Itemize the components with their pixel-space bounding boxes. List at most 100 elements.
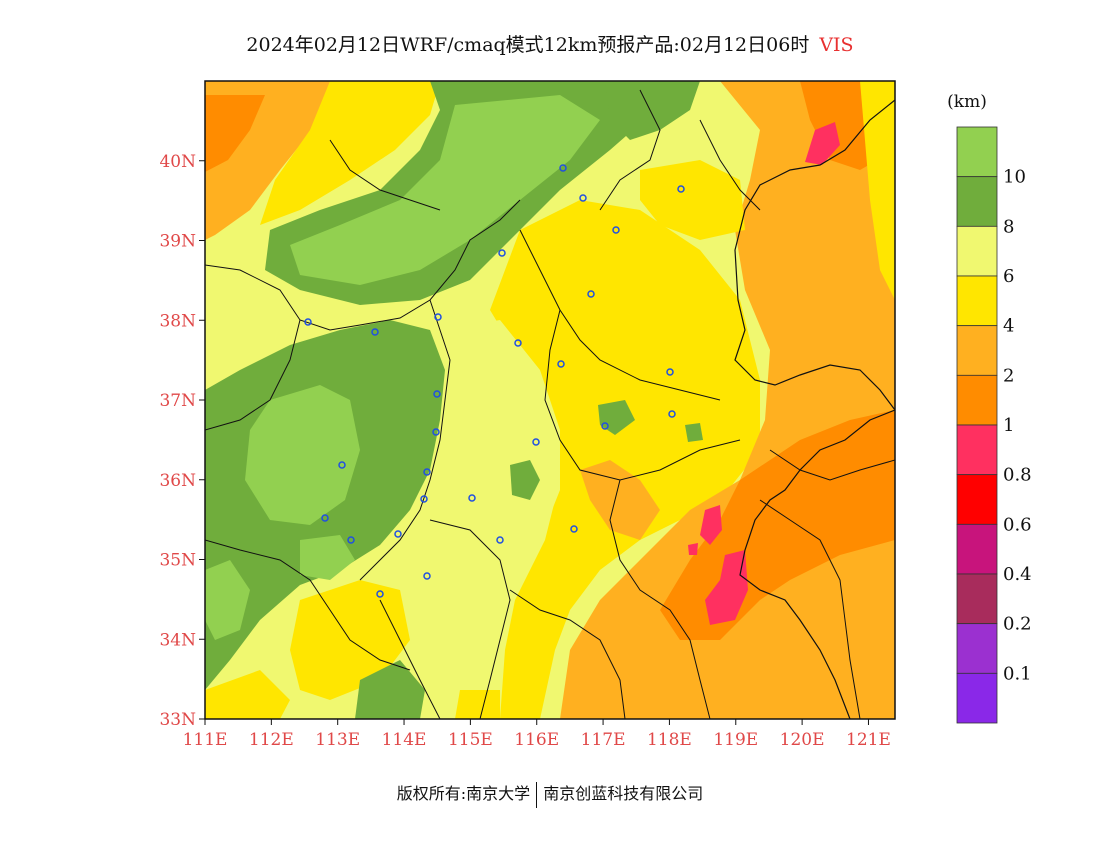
city-marker xyxy=(677,185,685,193)
copyright-owner: 版权所有:南京大学 xyxy=(396,784,531,803)
lon-tick-label: 118E xyxy=(647,730,692,750)
coastline-north xyxy=(734,99,895,411)
lat-tick-label: 37N xyxy=(159,391,196,411)
lon-tick-label: 111E xyxy=(183,730,228,750)
colorbar-segment xyxy=(956,325,998,376)
colorbar-label: 0.6 xyxy=(1003,514,1032,535)
lon-tick-label: 115E xyxy=(448,730,493,750)
longitude-axis: 111E 112E 113E 114E 115E 116E 117E 118E 119E 120E… xyxy=(183,719,891,750)
lat-tick-label: 35N xyxy=(159,551,196,571)
latitude-axis: 40N 39N 38N 37N 36N 35N 34N 33N xyxy=(159,152,205,730)
boundary-9 xyxy=(429,519,511,719)
boundary-12 xyxy=(699,119,761,211)
field-south-yellow-2 xyxy=(205,670,290,719)
lat-tick-label: 36N xyxy=(159,471,196,491)
city-marker xyxy=(394,530,402,538)
field-west-green-light-1 xyxy=(245,385,360,525)
city-marker xyxy=(498,249,506,257)
city-marker xyxy=(371,328,379,336)
colorbar-label: 0.2 xyxy=(1003,614,1032,635)
city-marker xyxy=(347,536,355,544)
lon-tick-label: 114E xyxy=(382,730,427,750)
city-marker xyxy=(468,494,476,502)
lat-tick-label: 33N xyxy=(159,710,196,730)
field-north-green-light xyxy=(290,95,600,285)
colorbar-label: 2 xyxy=(1003,365,1014,386)
colorbar-segment xyxy=(956,474,998,525)
colorbar-label: 0.8 xyxy=(1003,465,1032,486)
field-green-patch-3 xyxy=(685,423,703,442)
field-west-green-light-2 xyxy=(300,535,355,580)
lon-tick-label: 116E xyxy=(514,730,559,750)
field-ne-yellow xyxy=(640,160,745,240)
city-marker xyxy=(376,590,384,598)
city-marker xyxy=(557,360,565,368)
city-marker xyxy=(668,410,676,418)
boundary-2 xyxy=(359,299,451,581)
lon-tick-label: 112E xyxy=(249,730,294,750)
field-nw-low xyxy=(205,95,265,172)
city-marker xyxy=(321,514,329,522)
city-marker xyxy=(434,313,442,321)
map-title: 2024年02月12日WRF/cmaq模式12km预报产品:02月12日06时 V… xyxy=(0,30,1100,57)
city-marker xyxy=(587,290,595,298)
boundary-8 xyxy=(509,589,626,719)
city-marker xyxy=(433,390,441,398)
colorbar-label: 10 xyxy=(1003,167,1026,188)
boundary-10 xyxy=(379,599,441,719)
copyright-footer: 版权所有:南京大学 南京创蓝科技有限公司 xyxy=(0,780,1100,808)
boundary-11 xyxy=(599,89,661,211)
colorbar-segment xyxy=(956,225,998,277)
city-marker xyxy=(432,428,440,436)
variable-label: VIS xyxy=(819,34,854,56)
lat-tick-label: 34N xyxy=(159,630,196,650)
boundary-15 xyxy=(759,499,861,719)
colorbar-segment xyxy=(956,374,998,426)
field-north-green-cap xyxy=(605,81,700,140)
city-marker xyxy=(532,438,540,446)
field-bohai-fog xyxy=(805,122,840,165)
city-marker xyxy=(570,525,578,533)
coastline xyxy=(734,99,895,719)
field-green-patch-1 xyxy=(510,460,540,500)
copyright-company: 南京创蓝科技有限公司 xyxy=(543,784,704,803)
field-west-green-light-3 xyxy=(205,560,250,640)
lon-tick-label: 113E xyxy=(315,730,360,750)
colorbar-segment xyxy=(956,176,998,227)
colorbar-segment xyxy=(956,573,998,625)
boundary-4 xyxy=(205,539,411,671)
boundary-13 xyxy=(329,139,441,211)
city-marker xyxy=(304,318,312,326)
lon-tick-label: 120E xyxy=(780,730,825,750)
lat-tick-label: 38N xyxy=(159,311,196,331)
city-marker xyxy=(666,368,674,376)
field-central-yellow xyxy=(490,200,760,719)
lat-tick-label: 40N xyxy=(159,152,196,172)
province-boundaries xyxy=(205,89,895,719)
colorbar-segment xyxy=(956,623,998,674)
coastline-south xyxy=(739,409,895,719)
colorbar-label: 8 xyxy=(1003,216,1014,237)
colorbar-label: 0.1 xyxy=(1003,663,1032,684)
field-south-green xyxy=(355,660,425,719)
title-text: 2024年02月12日WRF/cmaq模式12km预报产品:02月12日06时 xyxy=(246,34,810,56)
city-marker xyxy=(514,339,522,347)
city-marker xyxy=(423,468,431,476)
field-fog-3 xyxy=(688,543,698,555)
boundary-1 xyxy=(205,199,521,331)
boundary-3 xyxy=(205,319,301,431)
lon-tick-label: 117E xyxy=(581,730,626,750)
city-marker xyxy=(579,194,587,202)
lon-tick-label: 119E xyxy=(713,730,758,750)
city-marker xyxy=(601,422,609,430)
city-marker xyxy=(612,226,620,234)
footer-separator xyxy=(536,781,538,808)
field-shandong-haze xyxy=(580,460,660,540)
field-south-yellow-3 xyxy=(455,690,500,719)
lon-tick-label: 121E xyxy=(846,730,891,750)
field-fog-1 xyxy=(700,505,722,545)
visibility-field xyxy=(205,81,895,719)
field-fog-2 xyxy=(705,550,748,625)
colorbar-label: 0.4 xyxy=(1003,564,1032,585)
